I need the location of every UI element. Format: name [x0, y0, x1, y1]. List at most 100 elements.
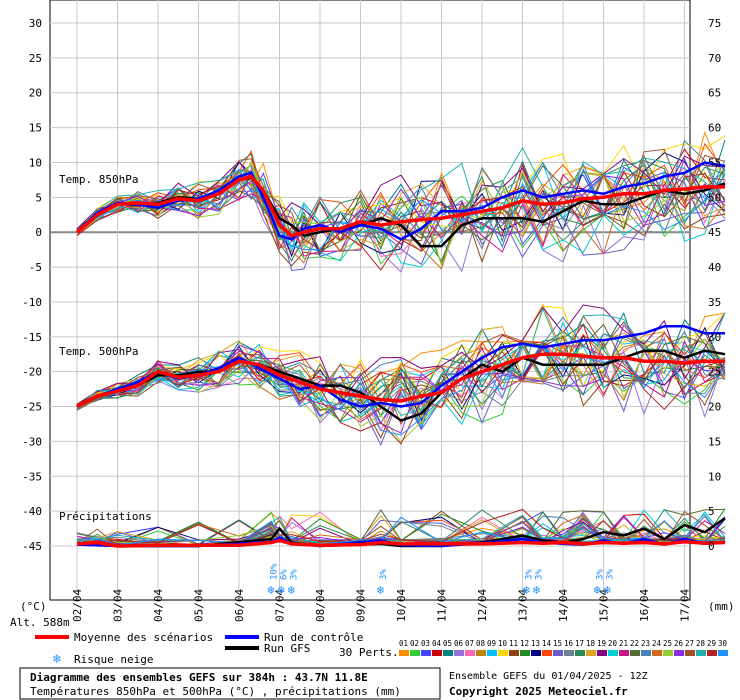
member-number: 20 [608, 639, 618, 648]
y-tick-left: 20 [29, 87, 42, 100]
member-color-swatch [652, 650, 662, 656]
member-color-legend: 01 02 03 04 05 06 07 08 09 10 11 12 13 14 15 16 17 18 19 20… [399, 639, 728, 656]
member-20-t500-line [76, 344, 726, 427]
y-tick-left: -15 [22, 331, 42, 344]
member-number: 27 [685, 639, 694, 648]
chart-title: Diagramme des ensembles GEFS sur 384h : … [30, 671, 368, 684]
member-number: 24 [652, 639, 662, 648]
y-tick-left: -25 [22, 401, 42, 414]
snow-percent-label: 3% [290, 569, 300, 580]
member-15-t500-line [76, 345, 726, 447]
altitude-label: Alt. 588m [10, 616, 70, 629]
x-tick-date: 15/04 [598, 589, 611, 622]
x-tick-date: 11/04 [436, 589, 449, 622]
member-number: 13 [531, 639, 540, 648]
y-tick-right: 10 [708, 470, 721, 483]
snowflake-icon: ❄ [377, 583, 384, 597]
member-number: 06 [454, 639, 464, 648]
member-color-swatch [410, 650, 420, 656]
member-color-swatch [663, 650, 673, 656]
right-unit: (mm) [708, 600, 735, 613]
member-number: 11 [509, 639, 518, 648]
copyright: Copyright 2025 Meteociel.fr [449, 685, 628, 698]
member-color-swatch [696, 650, 706, 656]
y-tick-right: 45 [708, 226, 721, 239]
member-number: 17 [575, 639, 584, 648]
member-number: 25 [663, 639, 672, 648]
member-number: 22 [630, 639, 639, 648]
member-color-swatch [630, 650, 640, 656]
member-color-swatch [531, 650, 541, 656]
snow-percent-label: 3% [525, 569, 535, 580]
x-tick-date: 10/04 [395, 589, 408, 622]
x-tick-date: 17/04 [679, 589, 692, 622]
member-color-swatch [520, 650, 530, 656]
member-color-swatch [487, 650, 497, 656]
x-tick-date: 12/04 [476, 589, 489, 622]
mean-t500-line [76, 352, 725, 409]
snowflake-icon: ❄ [523, 583, 530, 597]
snowflake-icon: ❄ [288, 583, 295, 597]
snowflake-icon: ❄ [267, 583, 274, 597]
run-info: Ensemble GEFS du 01/04/2025 - 12Z [449, 671, 648, 682]
member-29-t850-line [76, 170, 726, 271]
member-number: 05 [443, 639, 452, 648]
x-tick-date: 04/04 [152, 589, 165, 622]
y-tick-left: 0 [35, 226, 42, 239]
member-number: 07 [465, 639, 474, 648]
snowflake-icon: ❄ [593, 583, 600, 597]
x-tick-date: 16/04 [638, 589, 651, 622]
snow-percent-label: 3% [379, 569, 389, 580]
snow-percent-label: 3% [606, 569, 616, 580]
member-color-swatch [586, 650, 596, 656]
member-10-t850-line [76, 135, 726, 233]
member-color-swatch [674, 650, 684, 656]
y-tick-right: 70 [708, 52, 721, 65]
member-color-swatch [454, 650, 464, 656]
snow-markers: 10% ❄ 6% ❄ 3% ❄ 3% ❄ 3% ❄ 3% ❄ 3% ❄ 3% ❄ [267, 563, 615, 597]
member-color-swatch [542, 650, 552, 656]
member-number: 18 [586, 639, 596, 648]
member-22-t500-line [76, 323, 726, 418]
member-color-swatch [597, 650, 607, 656]
member-number: 23 [641, 639, 650, 648]
member-color-swatch [465, 650, 475, 656]
member-color-swatch [685, 650, 695, 656]
member-26-t500-line [76, 323, 726, 434]
member-number: 03 [421, 639, 430, 648]
y-tick-right: 35 [708, 296, 721, 309]
member-number: 14 [542, 639, 552, 648]
member-number: 01 [399, 639, 408, 648]
member-number: 10 [498, 639, 508, 648]
member-color-swatch [619, 650, 629, 656]
y-tick-right: 20 [708, 401, 721, 414]
legend-gfs-label: Run GFS [264, 642, 310, 655]
legend-perts-label: 30 Perts. [339, 646, 399, 659]
y-tick-right: 65 [708, 87, 721, 100]
snowflake-icon: ❄ [52, 652, 61, 667]
member-color-swatch [718, 650, 728, 656]
y-tick-left: 30 [29, 17, 42, 30]
legend-control-label: Run de contrôle [264, 631, 363, 644]
member-28-t500-line [76, 307, 726, 417]
y-tick-right: 75 [708, 17, 721, 30]
member-color-swatch [509, 650, 519, 656]
snow-percent-label: 6% [280, 569, 290, 580]
member-08-t850-line [76, 171, 726, 253]
y-tick-left: -40 [22, 505, 42, 518]
member-color-swatch [641, 650, 651, 656]
member-07-t850-line [76, 166, 726, 263]
member-number: 26 [674, 639, 684, 648]
y-tick-right: 25 [708, 366, 721, 379]
member-number: 30 [718, 639, 728, 648]
member-color-swatch [498, 650, 508, 656]
member-number: 29 [707, 639, 716, 648]
y-tick-left: 15 [29, 122, 42, 135]
x-tick-date: 05/04 [193, 589, 206, 622]
member-color-swatch [432, 650, 442, 656]
member-color-swatch [707, 650, 717, 656]
member-number: 28 [696, 639, 706, 648]
chart-subtitle: Températures 850hPa et 500hPa (°C) , pré… [30, 685, 401, 698]
y-tick-right: 60 [708, 122, 721, 135]
member-color-swatch [399, 650, 409, 656]
